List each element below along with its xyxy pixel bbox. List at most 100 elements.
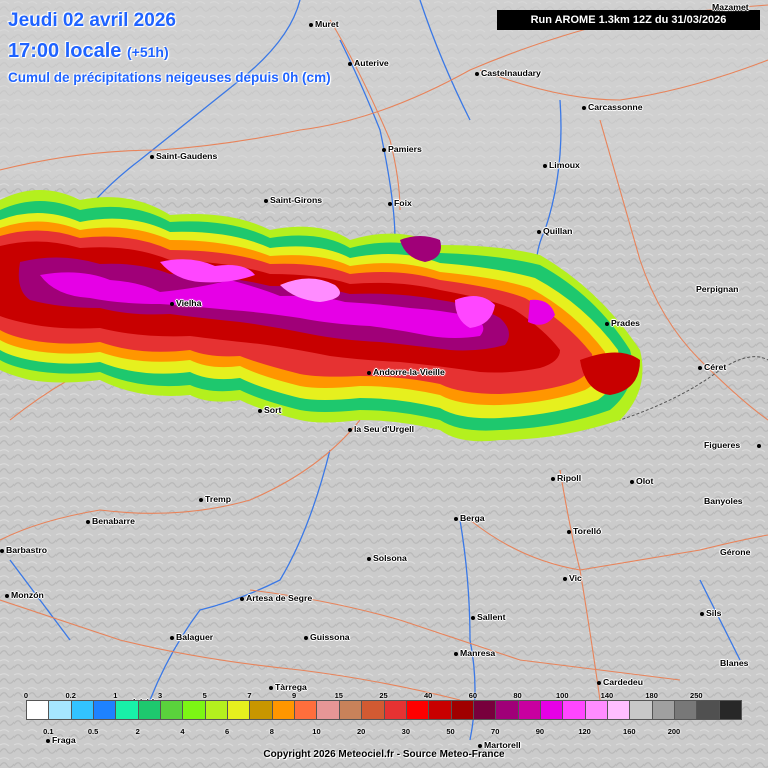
legend-swatch	[115, 700, 139, 720]
legend-swatch	[450, 700, 474, 720]
city-dot	[705, 500, 709, 504]
legend-top-label: 140	[600, 691, 614, 700]
legend-bottom-label: 10	[312, 727, 321, 736]
city-dot	[258, 409, 262, 413]
legend-top-label: 60	[468, 691, 478, 700]
city-label: Fraga	[52, 735, 76, 745]
legend-bottom-label: 50	[446, 727, 455, 736]
legend-swatch	[204, 700, 229, 720]
legend-swatch	[160, 700, 184, 720]
city-dot	[5, 594, 9, 598]
city-dot	[304, 636, 308, 640]
legend-bottom-label: 8	[269, 727, 274, 736]
city-label: Perpignan	[696, 284, 739, 294]
forecast-time: 17:00 locale (+51h)	[8, 40, 169, 63]
city-dot	[605, 322, 609, 326]
legend-swatch	[651, 700, 675, 720]
legend-top-label: 1	[113, 691, 118, 700]
legend-swatch	[584, 700, 608, 720]
copyright-notice: Copyright 2026 Meteociel.fr - Source Met…	[263, 749, 505, 760]
city-dot	[382, 148, 386, 152]
legend-swatch	[70, 700, 95, 720]
city-dot	[170, 302, 174, 306]
legend-top-label: 15	[334, 691, 343, 700]
legend-top-label: 180	[645, 691, 658, 700]
legend-bottom-label: 120	[578, 727, 591, 736]
city-label: Castelnaudary	[481, 68, 541, 78]
city-label: Carcassonne	[588, 102, 643, 112]
city-label: Tremp	[205, 494, 232, 504]
city-label: Quillan	[543, 226, 573, 236]
legend-swatch	[93, 700, 117, 720]
city-dot	[537, 230, 541, 234]
city-label: Foix	[394, 198, 412, 208]
forecast-date: Jeudi 02 avril 2026	[8, 10, 176, 31]
legend-swatch	[271, 700, 296, 720]
forecast-time-label: 17:00 locale	[8, 40, 122, 62]
legend-swatch	[606, 700, 631, 720]
legend-top-label: 5	[202, 691, 207, 700]
city-dot	[582, 106, 586, 110]
city-label: Figueres	[704, 440, 741, 450]
city-label: Saint-Girons	[270, 195, 323, 205]
legend-bottom-label: 90	[535, 727, 545, 736]
legend-swatch	[718, 700, 742, 720]
city-dot	[454, 652, 458, 656]
city-dot	[199, 498, 203, 502]
snow-field	[0, 190, 643, 442]
legend-swatch	[629, 700, 653, 720]
city-dot	[388, 202, 392, 206]
city-label: Vielha	[176, 298, 202, 308]
city-label: Ripoll	[557, 473, 582, 483]
city-dot	[543, 164, 547, 168]
legend-swatch	[383, 700, 407, 720]
city-dot	[563, 577, 567, 581]
legend-swatch	[562, 700, 586, 720]
city-dot	[348, 62, 352, 66]
city-dot	[170, 636, 174, 640]
city-dot	[264, 199, 268, 203]
legend-swatch	[26, 700, 50, 720]
city-dot	[240, 597, 244, 601]
legend-swatch	[673, 700, 698, 720]
city-dot	[720, 6, 724, 10]
city-dot	[367, 371, 371, 375]
city-dot	[86, 520, 90, 524]
city-label: Tàrrega	[275, 682, 307, 692]
model-run-label: Run AROME 1.3km 12Z du 31/03/2026	[497, 10, 760, 30]
legend-bottom-label: 20	[356, 727, 366, 736]
city-label: Banyoles	[704, 496, 743, 506]
city-label: Guissona	[310, 632, 350, 642]
city-label: Olot	[636, 476, 654, 486]
city-label: Auterive	[354, 58, 389, 68]
city-dot	[698, 366, 702, 370]
legend-swatch	[428, 700, 452, 720]
forecast-lead: (+51h)	[126, 44, 169, 60]
legend-bottom-label: 0.1	[43, 727, 54, 736]
city-label: Artesa de Segre	[246, 593, 313, 603]
legend-top-label: 9	[292, 691, 297, 700]
city-dot	[367, 557, 371, 561]
city-label: Saint-Gaudens	[156, 151, 218, 161]
city-dot	[46, 739, 50, 743]
city-label: Berga	[460, 513, 485, 523]
color-legend	[26, 700, 742, 720]
legend-bottom-label: 6	[225, 727, 230, 736]
city-label: Céret	[704, 362, 727, 372]
legend-swatch	[294, 700, 318, 720]
city-dot	[721, 551, 725, 555]
legend-swatch	[405, 700, 430, 720]
legend-bottom-label: 4	[180, 727, 185, 736]
city-dot	[348, 428, 352, 432]
legend-swatch	[227, 700, 251, 720]
legend-swatch	[316, 700, 340, 720]
city-label: Cardedeu	[603, 677, 644, 687]
legend-top-label: 0	[23, 691, 29, 700]
city-label: Martorell	[484, 740, 521, 750]
legend-top-label: 100	[555, 691, 569, 700]
legend-top-label: 25	[379, 691, 388, 700]
legend-bottom-label: 200	[667, 727, 681, 736]
city-dot	[309, 23, 313, 27]
legend-swatch	[48, 700, 72, 720]
